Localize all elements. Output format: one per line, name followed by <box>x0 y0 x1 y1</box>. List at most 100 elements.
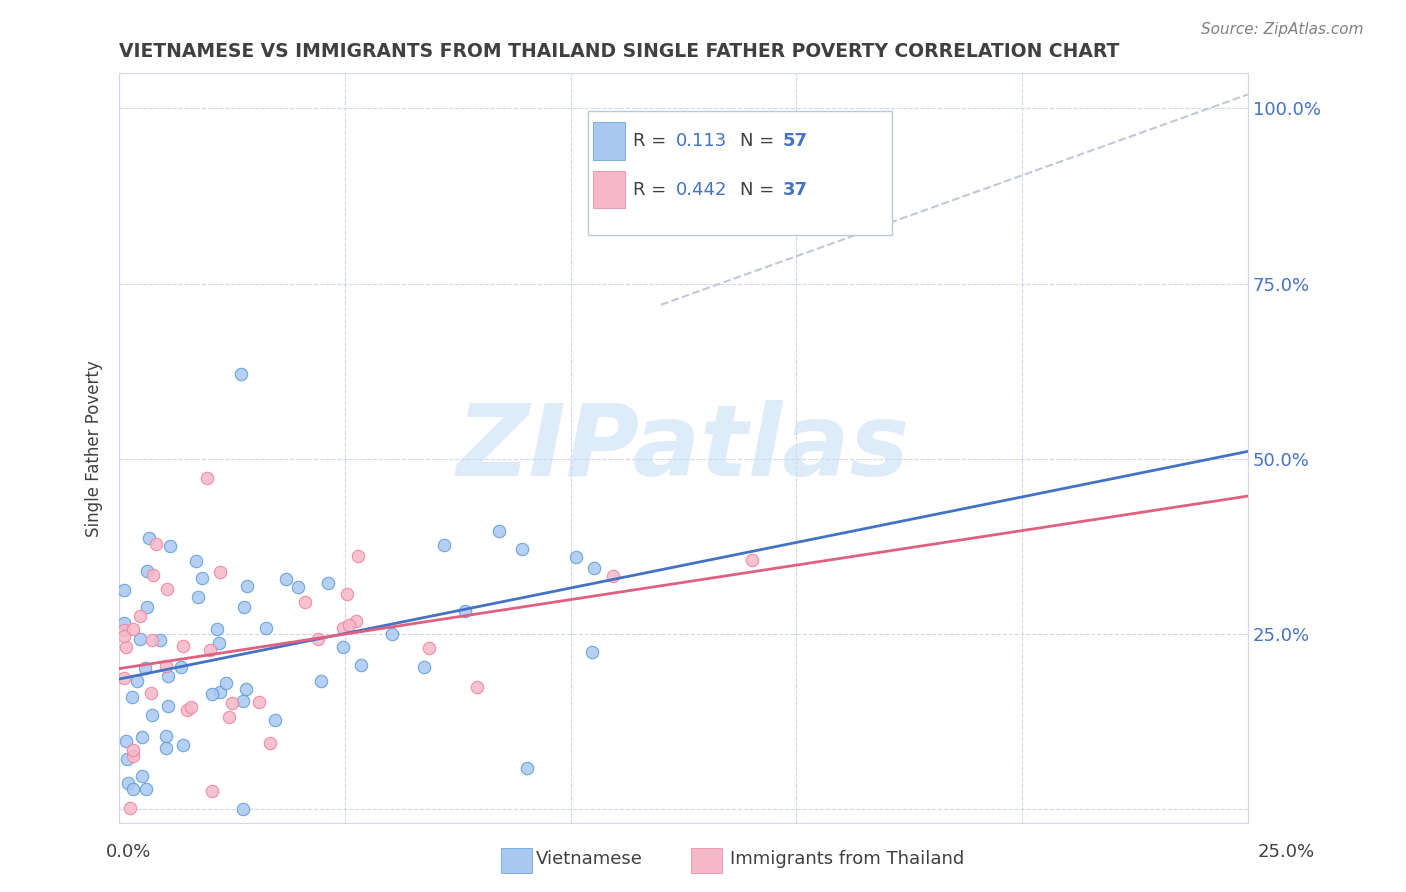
Point <box>145 536 167 550</box>
Point <box>120 801 142 815</box>
Point <box>114 640 136 654</box>
Point <box>381 627 404 641</box>
Point <box>155 658 177 673</box>
Point <box>142 567 165 582</box>
Point <box>254 621 277 635</box>
Point <box>131 769 153 783</box>
Point <box>259 736 281 750</box>
Point <box>156 582 179 596</box>
Text: 25.0%: 25.0% <box>1257 843 1315 861</box>
Point <box>307 632 329 647</box>
Point <box>235 681 257 696</box>
Point <box>344 614 367 628</box>
Point <box>112 671 135 685</box>
Point <box>741 553 763 567</box>
Point <box>581 645 603 659</box>
Point <box>221 697 243 711</box>
Point <box>149 633 172 648</box>
Point <box>195 471 218 485</box>
Point <box>453 604 475 618</box>
Text: N =: N = <box>740 181 780 199</box>
Point <box>236 579 259 593</box>
Point <box>208 685 231 699</box>
Point <box>180 700 202 714</box>
Text: Vietnamese: Vietnamese <box>536 850 643 868</box>
Point <box>121 623 143 637</box>
Point <box>510 541 533 556</box>
Point <box>274 572 297 586</box>
Text: VIETNAMESE VS IMMIGRANTS FROM THAILAND SINGLE FATHER POVERTY CORRELATION CHART: VIETNAMESE VS IMMIGRANTS FROM THAILAND S… <box>120 42 1119 61</box>
Y-axis label: Single Father Poverty: Single Father Poverty <box>86 360 103 537</box>
Point <box>128 632 150 646</box>
Point <box>117 752 139 766</box>
Text: 37: 37 <box>783 181 808 199</box>
Point <box>215 676 238 690</box>
Point <box>294 595 316 609</box>
Point <box>332 621 354 635</box>
Point <box>121 690 143 704</box>
Point <box>134 661 156 675</box>
Point <box>135 781 157 796</box>
Text: 0.442: 0.442 <box>676 181 727 199</box>
Text: R =: R = <box>633 132 672 150</box>
Point <box>516 761 538 775</box>
Point <box>155 730 177 744</box>
Point <box>335 587 357 601</box>
Point <box>176 703 198 717</box>
Point <box>141 686 163 700</box>
Point <box>433 538 456 552</box>
Point <box>122 781 145 796</box>
Point <box>187 590 209 604</box>
FancyBboxPatch shape <box>588 111 893 235</box>
Point <box>205 623 228 637</box>
Text: 0.113: 0.113 <box>676 132 727 150</box>
Text: R =: R = <box>633 181 672 199</box>
Point <box>155 741 177 756</box>
Point <box>141 633 163 648</box>
Point <box>350 657 373 672</box>
Point <box>136 599 159 614</box>
Point <box>112 623 135 637</box>
FancyBboxPatch shape <box>593 171 624 209</box>
Text: Immigrants from Thailand: Immigrants from Thailand <box>730 850 965 868</box>
Point <box>311 673 333 688</box>
Point <box>316 576 339 591</box>
Point <box>232 802 254 816</box>
Point <box>208 565 231 579</box>
Point <box>172 639 194 653</box>
Point <box>135 564 157 578</box>
Point <box>121 749 143 764</box>
Point <box>208 636 231 650</box>
Point <box>337 618 360 632</box>
FancyBboxPatch shape <box>593 122 624 160</box>
Point <box>413 660 436 674</box>
Text: Source: ZipAtlas.com: Source: ZipAtlas.com <box>1201 22 1364 37</box>
Point <box>602 569 624 583</box>
Point <box>112 615 135 630</box>
Point <box>125 674 148 689</box>
Point <box>122 743 145 757</box>
Point <box>184 554 207 568</box>
Point <box>564 549 586 564</box>
Text: ZIPatlas: ZIPatlas <box>457 400 910 497</box>
Point <box>112 582 135 597</box>
Point <box>170 659 193 673</box>
Point <box>232 694 254 708</box>
Text: N =: N = <box>740 132 780 150</box>
Point <box>218 710 240 724</box>
Point <box>172 738 194 752</box>
Point <box>129 608 152 623</box>
Point <box>249 695 271 709</box>
Point <box>332 640 354 654</box>
Point <box>131 730 153 744</box>
Point <box>198 643 221 657</box>
Point <box>200 784 222 798</box>
Text: 0.0%: 0.0% <box>105 843 150 861</box>
Point <box>287 580 309 594</box>
Point <box>114 734 136 748</box>
Point <box>138 531 160 545</box>
Point <box>488 524 510 538</box>
Point <box>157 698 180 713</box>
Point <box>582 560 605 574</box>
Point <box>141 707 163 722</box>
